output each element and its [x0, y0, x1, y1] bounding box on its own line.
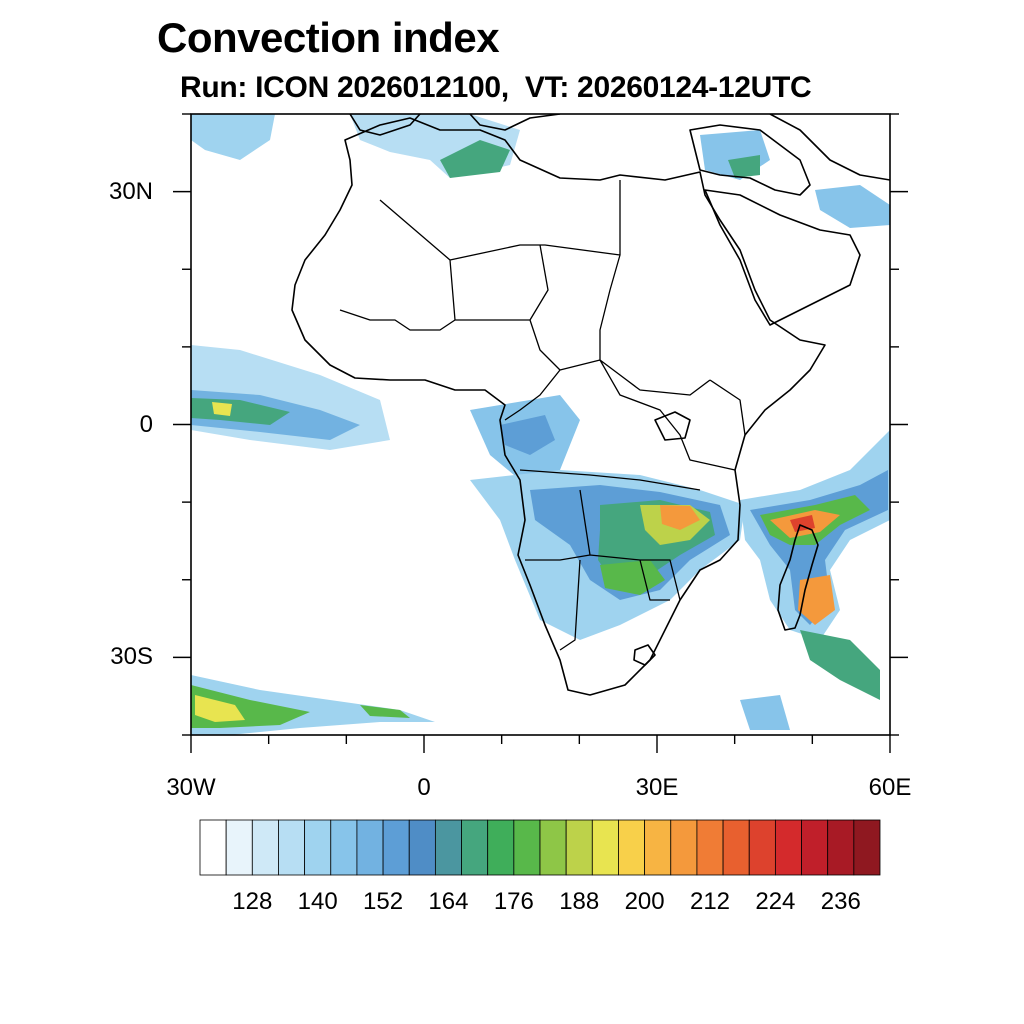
country-borders: [339, 180, 746, 651]
colorbar-swatch: [513, 819, 541, 876]
colorbar-label: 176: [493, 888, 534, 915]
colorbar-swatch: [434, 819, 462, 876]
lon-label: 30E: [635, 774, 679, 801]
colorbar-label: 128: [232, 888, 273, 915]
field-patch-arabian-gulf: [815, 185, 890, 228]
colorbar-swatch: [670, 819, 698, 876]
madagascar-coastline: [777, 524, 819, 631]
colorbar-swatch: [644, 819, 672, 876]
lake-victoria-outline: [654, 411, 691, 441]
iberia-coastline: [349, 114, 421, 136]
field-patch-south-atlantic: [195, 695, 245, 722]
colorbar-swatch: [722, 819, 750, 876]
arabian-peninsula-coastline: [704, 189, 861, 326]
field-patch-southern-africa: [600, 560, 665, 595]
europe-south-coastline: [469, 114, 561, 131]
field-patch-southern-africa: [660, 505, 700, 530]
field-patch-indian-ocean: [790, 515, 815, 532]
colorbar-swatch: [251, 819, 279, 876]
colorbar-swatch: [539, 819, 567, 876]
colorbar-swatch: [696, 819, 724, 876]
colorbar-label: 224: [755, 888, 796, 915]
colorbar-swatch: [853, 819, 881, 876]
chart-title: Convection index: [157, 14, 500, 61]
lat-label: 30N: [108, 177, 153, 205]
colorbar-swatch: [774, 819, 802, 876]
colorbar-swatch: [801, 819, 829, 876]
coastlines-and-borders: [291, 114, 890, 696]
colorbar-label: 200: [624, 888, 665, 915]
lon-label: 0: [417, 774, 431, 801]
convection-field: [191, 114, 890, 735]
africa-coastline: [291, 117, 826, 696]
colorbar-swatch: [330, 819, 358, 876]
colorbar-swatch: [408, 819, 436, 876]
colorbar-label: 140: [297, 888, 338, 915]
lon-label: 60E: [868, 774, 912, 801]
colorbar-swatch: [827, 819, 855, 876]
colorbar-swatch: [199, 819, 227, 876]
colorbar-swatch: [461, 819, 489, 876]
lon-label: 30W: [166, 774, 216, 801]
lat-label: 0: [139, 410, 153, 438]
field-patch-north-mediterranean: [440, 140, 510, 178]
colorbar-swatch: [591, 819, 619, 876]
colorbar: [199, 819, 881, 876]
lat-label: 30S: [110, 643, 153, 671]
colorbar-swatch: [748, 819, 776, 876]
field-patch-indian-ocean: [798, 575, 835, 625]
colorbar-swatch: [356, 819, 384, 876]
colorbar-swatch: [618, 819, 646, 876]
colorbar-swatch: [382, 819, 410, 876]
field-patch-indian-ocean: [800, 630, 880, 700]
colorbar-label: 164: [428, 888, 469, 915]
colorbar-label: 188: [559, 888, 600, 915]
persian-coastline: [769, 114, 890, 181]
axis-ticks: [173, 113, 908, 753]
middle-east-coastline: [689, 124, 811, 196]
field-patch-north-mediterranean: [191, 114, 275, 160]
field-patch-indian-ocean: [740, 695, 790, 730]
field-patch-middle-east: [728, 155, 760, 178]
colorbar-label: 152: [363, 888, 404, 915]
colorbar-swatch: [278, 819, 306, 876]
colorbar-label: 212: [689, 888, 731, 915]
lesotho-outline: [633, 644, 656, 666]
chart-subtitle: Run: ICON 2026012100, VT: 20260124-12UTC: [180, 71, 812, 104]
field-patch-equatorial-atlantic: [212, 402, 232, 416]
colorbar-swatch: [225, 819, 253, 876]
colorbar-swatch: [304, 819, 332, 876]
colorbar-swatch: [487, 819, 515, 876]
colorbar-label: 236: [820, 888, 861, 915]
field-patch-south-atlantic: [360, 705, 410, 718]
field-patch-congo-basin: [500, 415, 555, 455]
colorbar-swatch: [565, 819, 593, 876]
